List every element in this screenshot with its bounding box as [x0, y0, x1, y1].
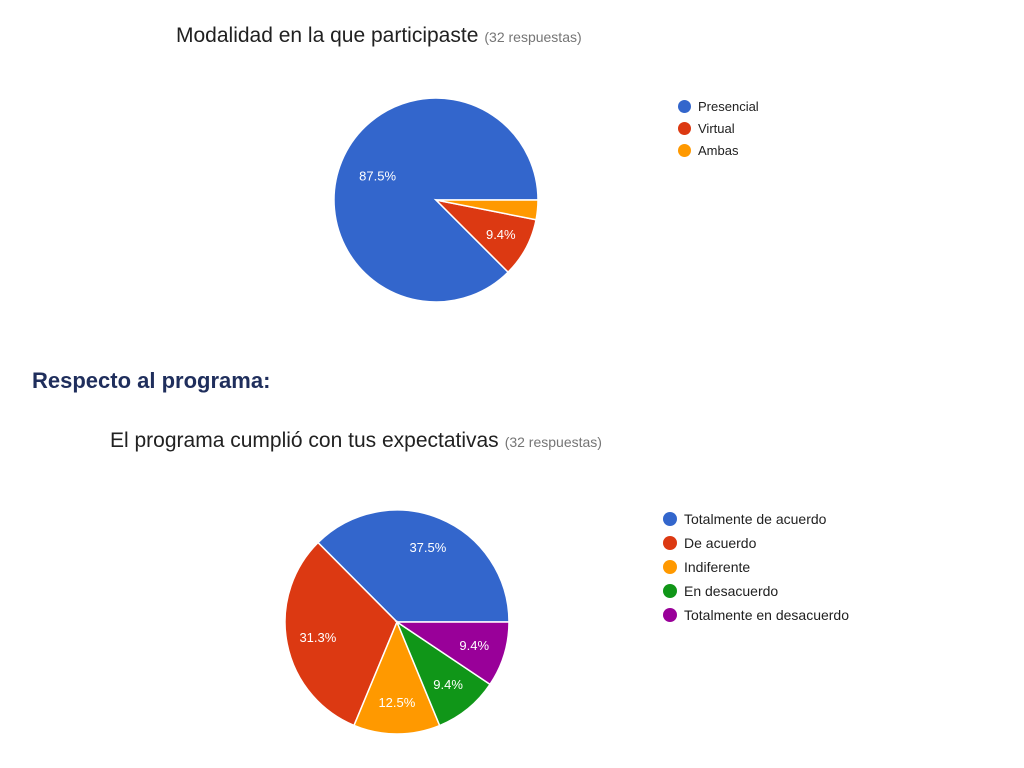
- legend-swatch: [663, 536, 677, 550]
- legend-item-virtual: Virtual: [678, 117, 759, 139]
- section-heading: Respecto al programa:: [32, 368, 271, 393]
- pie-chart-modalidad: 87.5% 9.4%: [333, 97, 539, 303]
- legend-item-presencial: Presencial: [678, 95, 759, 117]
- legend-item-indiferente: Indiferente: [663, 555, 849, 579]
- legend-item-totalmente-en-desacuerdo: Totalmente en desacuerdo: [663, 603, 849, 627]
- pie-label-de-acuerdo: 31.3%: [299, 630, 336, 645]
- chart-title-modalidad: Modalidad en la que participaste (32 resp…: [176, 24, 582, 48]
- pie-slice-de-acuerdo: [284, 541, 398, 727]
- legend-label: Totalmente en desacuerdo: [684, 607, 849, 623]
- response-count: (32 respuestas): [504, 434, 602, 450]
- pie-slice-indiferente: [353, 620, 441, 735]
- legend-label: Ambas: [698, 142, 739, 158]
- pie-label-virtual: 9.4%: [486, 227, 516, 242]
- legend-label: Virtual: [698, 120, 735, 136]
- pie-label-indiferente: 12.5%: [378, 695, 415, 710]
- legend-label: En desacuerdo: [684, 583, 779, 599]
- response-count: (32 respuestas): [484, 29, 582, 45]
- legend-swatch: [678, 121, 691, 135]
- legend-label: Presencial: [698, 98, 759, 114]
- legend-modalidad: Presencial Virtual Ambas: [678, 95, 759, 161]
- chart-title-text: Modalidad en la que participaste: [176, 24, 479, 47]
- legend-swatch: [663, 512, 677, 526]
- legend-swatch: [678, 99, 691, 113]
- pie-slice-totalmente-de-acuerdo: [316, 509, 510, 623]
- pie-label-totalmente-en-desacuerdo: 9.4%: [459, 638, 489, 653]
- legend-expectativas: Totalmente de acuerdo De acuerdo Indiferen…: [663, 507, 849, 627]
- pie-slice-ambas: [435, 199, 539, 221]
- legend-swatch: [663, 584, 677, 598]
- chart-title-text: El programa cumplió con tus expectativas: [110, 429, 499, 452]
- legend-swatch: [663, 608, 677, 622]
- legend-item-ambas: Ambas: [678, 139, 759, 161]
- chart-title-expectativas: El programa cumplió con tus expectativas…: [110, 429, 602, 453]
- pie-label-totalmente-de-acuerdo: 37.5%: [409, 540, 446, 555]
- legend-label: Totalmente de acuerdo: [684, 511, 827, 527]
- legend-label: Indiferente: [684, 559, 751, 575]
- pie-slice-totalmente-en-desacuerdo: [394, 621, 510, 686]
- legend-swatch: [678, 143, 691, 157]
- pie-label-en-desacuerdo: 9.4%: [433, 677, 463, 692]
- legend-item-de-acuerdo: De acuerdo: [663, 531, 849, 555]
- pie-chart-expectativas: 37.5% 31.3% 12.5% 9.4% 9.4%: [284, 509, 510, 735]
- pie-label-presencial: 87.5%: [359, 168, 396, 183]
- legend-item-en-desacuerdo: En desacuerdo: [663, 579, 849, 603]
- legend-item-totalmente-de-acuerdo: Totalmente de acuerdo: [663, 507, 849, 531]
- legend-swatch: [663, 560, 677, 574]
- legend-label: De acuerdo: [684, 535, 757, 551]
